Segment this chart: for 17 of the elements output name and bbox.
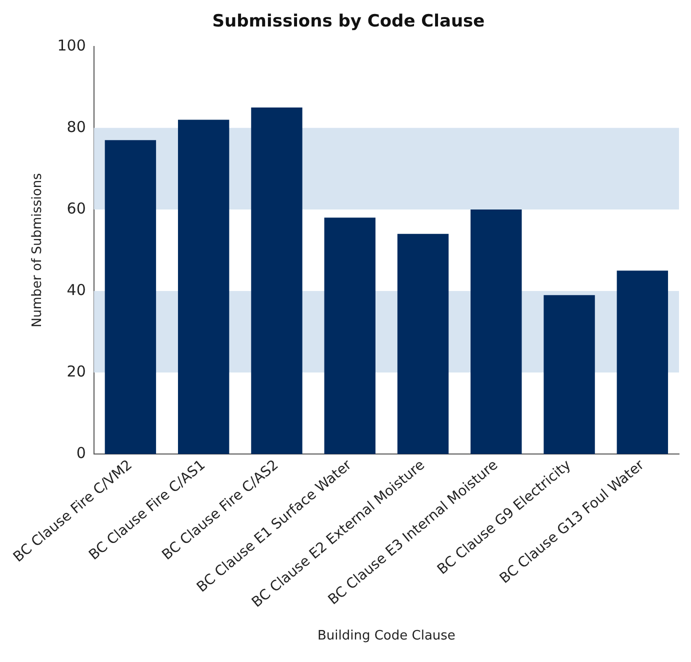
y-tick-label: 0 xyxy=(76,444,86,462)
bar xyxy=(104,140,156,454)
y-tick-label: 40 xyxy=(66,280,86,299)
bar xyxy=(470,209,522,454)
y-tick-label: 80 xyxy=(66,118,86,136)
bar xyxy=(251,108,302,454)
chart-title: Submissions by Code Clause xyxy=(212,12,485,32)
x-axis-title: Building Code Clause xyxy=(317,628,456,644)
bar xyxy=(397,234,449,454)
bar xyxy=(616,270,668,454)
bar xyxy=(178,120,230,454)
bar xyxy=(544,295,595,454)
y-tick-label: 20 xyxy=(66,362,86,380)
bar xyxy=(324,218,376,454)
y-axis-title: Number of Submissions xyxy=(30,172,45,328)
y-tick-label: 100 xyxy=(57,36,86,54)
y-tick-label: 60 xyxy=(66,199,86,218)
